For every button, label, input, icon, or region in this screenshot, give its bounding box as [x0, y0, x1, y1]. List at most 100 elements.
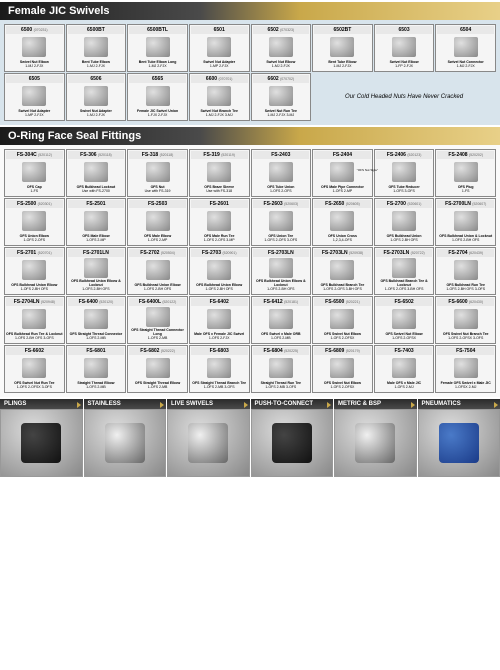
category-image[interactable] — [418, 409, 500, 477]
fitting-image — [437, 208, 494, 234]
part-number: FS-6500 (520221) — [314, 298, 371, 306]
part-number: FS-2702 (520504) — [129, 249, 186, 257]
product-cell[interactable]: FS-2702 (520504) OFS Bulkhead Union Elbo… — [127, 247, 188, 295]
product-cell[interactable]: FS-6402 Male OFS x Female JIC Swivel1-OF… — [189, 296, 250, 344]
product-cell[interactable]: FS-6502 OFS Swivel Nut Elbow1-OFS 2-OFSX — [374, 296, 435, 344]
product-cell[interactable]: FS-2700LN (520607) OFS Bulkhead Union & … — [435, 198, 496, 246]
marketing-note: Our Cold Headed Nuts Have Never Cracked — [312, 73, 496, 121]
part-desc: Bent Tube Elbow Long1-MJ 2-FJX — [129, 60, 186, 70]
product-cell[interactable]: FS-2703LN OFS Bulkhead Union Elbow & Loc… — [251, 247, 312, 295]
part-desc: OFS Swivel Nut Elbow1-OFS 2-OFSX — [376, 332, 433, 342]
product-cell[interactable]: FS-304C (520112) OFS Cap1-FS — [4, 149, 65, 197]
fitting-image — [314, 257, 371, 283]
category-image[interactable] — [334, 409, 417, 477]
product-cell[interactable]: 6500BT Bent Tube Elbow1-MJ 2-FJX — [66, 24, 127, 72]
product-cell[interactable]: FS-2704 (620439) OFS Bulkhead Run Tee1-O… — [435, 247, 496, 295]
part-desc: OFS Male Pipe Connector1-OFS 2-MP — [314, 185, 371, 195]
product-cell[interactable]: FS-6802 (520222) OFS Straight Thread Elb… — [127, 345, 188, 393]
category-tab[interactable]: METRIC & BSP — [334, 399, 417, 409]
part-desc: Swivel Nut Adapter1-MJ 2-FJX — [68, 109, 125, 119]
product-cell[interactable]: FS-2701LN OFS Bulkhead Union Elbow & Loc… — [66, 247, 127, 295]
product-cell[interactable]: FS-2408 (520202) OFS Plug1-FS — [435, 149, 496, 197]
product-cell[interactable]: 6504 Swivel Nut Connector1-MJ 2-FJX — [435, 24, 496, 72]
part-number: FS-2404 — [314, 151, 371, 159]
part-desc: Swivel Nut Branch Tee1-MJ 2-FJX 3-MJ — [191, 109, 248, 119]
category-image[interactable] — [0, 409, 83, 477]
section2-header: O-Ring Face Seal Fittings — [0, 127, 500, 145]
product-cell[interactable]: FS-2700 (520601) OFS Bulkhead Union1-OFS… — [374, 198, 435, 246]
product-cell[interactable]: FS-6500 (520221) OFS Swivel Nut Elbow1-O… — [312, 296, 373, 344]
fitting-photo — [188, 423, 228, 463]
fitting-image — [129, 306, 186, 328]
product-cell[interactable]: FS-2703LN (520722) OFS Bulkhead Branch T… — [374, 247, 435, 295]
category-tab[interactable]: LIVE SWIVELS — [167, 399, 250, 409]
product-cell[interactable]: FS-6804 (520225) Straight Thread Run Tee… — [251, 345, 312, 393]
part-desc: OFS Union Cross1,2,3,4-OFS — [314, 234, 371, 244]
category-tab[interactable]: PLINGS — [0, 399, 83, 409]
part-desc: OFS Straight Thread Connector Long1-OFS … — [129, 328, 186, 342]
product-cell[interactable]: FS-6400 (520120) OFS Straight Thread Con… — [66, 296, 127, 344]
fitting-image — [437, 159, 494, 185]
fitting-image — [376, 257, 433, 279]
product-cell[interactable]: FS-6803 OFS Straight Thread Branch Tee1-… — [189, 345, 250, 393]
product-cell[interactable]: FS-2603 (520603) OFS Union Tee1-OFS 2-OF… — [251, 198, 312, 246]
product-cell[interactable]: FS-2500 (520301) OFS Union Elbow1-OFS 2-… — [4, 198, 65, 246]
product-cell[interactable]: 6503 Swivel Nut Elbow1-FP 2-FJX — [374, 24, 435, 72]
product-cell[interactable]: FS-7504 Female OFS Swivel x Male JIC1-OF… — [435, 345, 496, 393]
product-cell[interactable]: 6600 (070701) Swivel Nut Branch Tee1-MJ … — [189, 73, 250, 121]
product-cell[interactable]: FS-306 (520118) OFS Bulkhead LocknutUse … — [66, 149, 127, 197]
category-tab[interactable]: PUSH-TO-CONNECT — [251, 399, 334, 409]
product-cell[interactable]: FS-2403 OFS Tube Union1-OFS 2-OFS — [251, 149, 312, 197]
product-cell[interactable]: FS-2406 (520123) OFS Tube Reducer1-OFS 3… — [374, 149, 435, 197]
product-cell[interactable]: FS-2701 (520701) OFS Bulkhead Union Elbo… — [4, 247, 65, 295]
product-cell[interactable]: 6565 Female JIC Swivel Union1-FJX 2-FJX — [127, 73, 188, 121]
fitting-image — [68, 34, 125, 60]
product-cell[interactable]: FS-2601 OFS Male Run Tee1-OFS 2-OFS 3-MP — [189, 198, 250, 246]
product-cell[interactable]: FS-2503 OFS Male Elbow1-OFS 2-MP — [127, 198, 188, 246]
fitting-image — [376, 159, 433, 185]
fitting-image — [129, 208, 186, 234]
category-image[interactable] — [167, 409, 250, 477]
product-cell[interactable]: 6500 (070231) Swivel Nut Elbow1-MJ 2-FJX — [4, 24, 65, 72]
part-number: 6502BT — [314, 26, 371, 34]
product-cell[interactable]: FS-6400L (520122) OFS Straight Thread Co… — [127, 296, 188, 344]
product-cell[interactable]: FS-6412 (520181) OFS Swivel x Male ORB1-… — [251, 296, 312, 344]
product-cell[interactable]: FS-2704LN (520948) OFS Bulkhead Run Tee … — [4, 296, 65, 344]
product-cell[interactable]: FS-2404 OFS Male Pipe Connector1-OFS 2-M… — [312, 149, 373, 197]
product-cell[interactable]: 6506 Swivel Nut Adapter1-MJ 2-FJX — [66, 73, 127, 121]
part-number: FS-2701 (520701) — [6, 249, 63, 257]
part-number: FS-318 (520118) — [129, 151, 186, 159]
product-cell[interactable]: FS-2501 OFS Male Elbow1-OFS 2-MP — [66, 198, 127, 246]
fitting-image — [191, 208, 248, 234]
part-desc: Male OFS x Female JIC Swivel1-OFS 2-FJX — [191, 332, 248, 342]
product-cell[interactable]: FS-2703 (520901) OFS Bulkhead Union Elbo… — [189, 247, 250, 295]
product-cell[interactable]: 6502BT Bent Tube Elbow1-MJ 2-FJX — [312, 24, 373, 72]
product-cell[interactable]: 6500BTL Bent Tube Elbow Long1-MJ 2-FJX — [127, 24, 188, 72]
part-desc: OFS Plug1-FS — [437, 185, 494, 195]
product-cell[interactable]: FS-2703LN (520938) OFS Bulkhead Branch T… — [312, 247, 373, 295]
product-cell[interactable]: 6501 Swivel Nut Adapter1-MP 2-FJX — [189, 24, 250, 72]
product-cell[interactable]: 6502 (070323) Swivel Nut Elbow1-MJ 2-FJX — [251, 24, 312, 72]
product-cell[interactable]: FS-6801 Straight Thread Elbow1-OFS 2-MB — [66, 345, 127, 393]
product-cell[interactable]: FS-6602 OFS Swivel Nut Run Tee1-OFS 2-OF… — [4, 345, 65, 393]
category-image[interactable] — [251, 409, 334, 477]
product-cell[interactable]: 6602 (070702) Swivel Nut Run Tee1-MJ 2-F… — [251, 73, 312, 121]
category-image[interactable] — [84, 409, 167, 477]
product-cell[interactable]: FS-6600 (620430) OFS Swivel Nut Branch T… — [435, 296, 496, 344]
part-number: 6503 — [376, 26, 433, 34]
product-cell[interactable]: FS-319 (520119) OFS Braze SleeveUse with… — [189, 149, 250, 197]
fitting-image — [129, 159, 186, 185]
fitting-image — [6, 34, 63, 60]
part-desc: OFS Male Elbow1-OFS 2-MP — [68, 234, 125, 244]
product-cell[interactable]: 6505 Swivel Nut Adapter1-MP 2-FJX — [4, 73, 65, 121]
part-number: FS-6402 — [191, 298, 248, 306]
category-tab[interactable]: STAINLESS — [84, 399, 167, 409]
product-cell[interactable]: FS-6809 (520179) OFS Swivel Nut Elbow1-O… — [312, 345, 373, 393]
product-cell[interactable]: FS-7403 Male OFS x Male JIC1-OFS 2-MJ — [374, 345, 435, 393]
fitting-image — [6, 257, 63, 283]
part-desc: OFS Bulkhead Run Tee & Locknut1-OFS 2-BH… — [6, 332, 63, 342]
category-tab[interactable]: PNEUMATICS — [418, 399, 500, 409]
product-cell[interactable]: FS-2650 (520605) OFS Union Cross1,2,3,4-… — [312, 198, 373, 246]
part-desc: Swivel Nut Adapter1-MP 2-FJX — [191, 60, 248, 70]
product-cell[interactable]: FS-318 (520118) OFS NutUse with FS-319 — [127, 149, 188, 197]
